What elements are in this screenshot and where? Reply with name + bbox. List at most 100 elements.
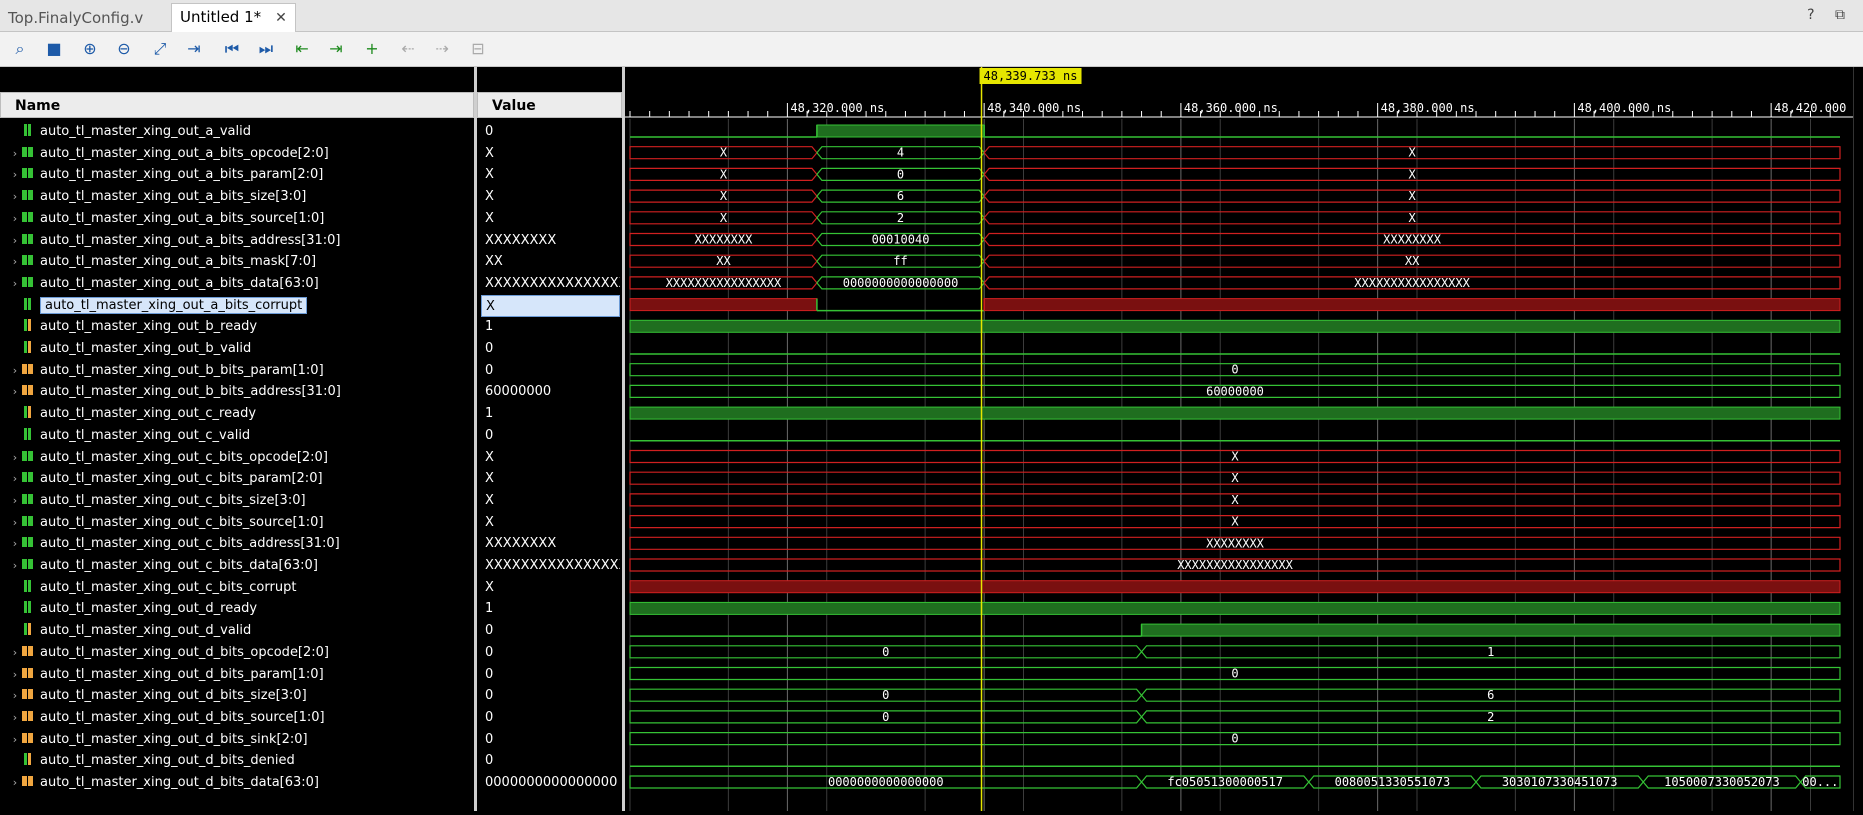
expand-chevron-icon[interactable]: ›: [12, 450, 18, 464]
signal-row[interactable]: auto_tl_master_xing_out_d_valid: [0, 620, 251, 642]
expand-chevron-icon[interactable]: ›: [12, 233, 18, 247]
signal-value[interactable]: XXXXXXXX: [485, 536, 557, 552]
add-marker-icon[interactable]: +: [365, 39, 379, 58]
zoom-fit-icon[interactable]: ⤢: [153, 39, 167, 58]
vertical-scrollbar[interactable]: [1853, 67, 1863, 811]
signal-value[interactable]: 0: [485, 709, 494, 725]
previous-transition-icon[interactable]: ⇤: [295, 39, 309, 58]
expand-chevron-icon[interactable]: ›: [12, 537, 18, 551]
signal-row[interactable]: › auto_tl_master_xing_out_c_bits_data[63:…: [0, 555, 318, 577]
signal-row[interactable]: › auto_tl_master_xing_out_c_bits_size[3:0…: [0, 490, 306, 512]
tab-untitled-1[interactable]: Untitled 1* ✕: [171, 3, 296, 32]
expand-chevron-icon[interactable]: ›: [12, 776, 18, 789]
window-controls[interactable]: ? ⧉: [1807, 7, 1853, 23]
expand-chevron-icon[interactable]: ›: [12, 493, 18, 507]
go-to-start-icon[interactable]: ⏮: [224, 39, 240, 58]
signal-value[interactable]: 0: [485, 753, 494, 769]
signal-value[interactable]: X: [485, 492, 494, 508]
expand-chevron-icon[interactable]: ›: [12, 667, 18, 681]
signal-row[interactable]: › auto_tl_master_xing_out_d_bits_opcode[2…: [0, 642, 329, 664]
waveform-canvas[interactable]: 48,320.000 ns 48,340.000 ns 48,360.000 ns 4…: [625, 67, 1863, 811]
expand-chevron-icon[interactable]: ›: [12, 689, 18, 703]
signal-row[interactable]: auto_tl_master_xing_out_c_bits_corrupt: [0, 577, 296, 599]
next-transition-icon[interactable]: ⇥: [329, 39, 343, 58]
signal-row[interactable]: › auto_tl_master_xing_out_d_bits_param[1:…: [0, 664, 324, 686]
signal-row[interactable]: › auto_tl_master_xing_out_d_bits_sink[2:0…: [0, 729, 308, 751]
expand-chevron-icon[interactable]: ›: [12, 515, 18, 529]
waveform-pane[interactable]: 48,320.000 ns 48,340.000 ns 48,360.000 ns 4…: [625, 67, 1863, 811]
signal-row[interactable]: › auto_tl_master_xing_out_c_bits_opcode[2…: [0, 447, 328, 469]
signal-row[interactable]: › auto_tl_master_xing_out_a_bits_mask[7:0…: [0, 251, 316, 273]
value-column-header[interactable]: Value: [477, 92, 622, 118]
signal-value[interactable]: XXXXXXXX: [485, 232, 557, 248]
signal-row[interactable]: auto_tl_master_xing_out_d_ready: [0, 598, 257, 620]
signal-value[interactable]: XXXXXXXXXXXXXXXX: [485, 275, 620, 291]
signal-value[interactable]: 0: [485, 341, 494, 356]
signal-value[interactable]: X: [485, 210, 494, 226]
signal-value[interactable]: X: [485, 167, 494, 183]
signal-row[interactable]: › auto_tl_master_xing_out_a_bits_size[3:0…: [0, 186, 307, 208]
signal-value[interactable]: 0: [485, 362, 494, 378]
signal-value[interactable]: 0: [485, 623, 494, 639]
expand-chevron-icon[interactable]: ›: [12, 385, 18, 399]
signal-value[interactable]: 0: [485, 731, 494, 747]
signal-value[interactable]: X: [485, 449, 494, 465]
expand-chevron-icon[interactable]: ›: [12, 255, 18, 269]
zoom-in-icon[interactable]: ⊕: [83, 39, 97, 58]
signal-value[interactable]: X: [485, 471, 494, 487]
signal-value[interactable]: 1: [485, 406, 494, 422]
go-to-end-icon[interactable]: ⏭: [258, 39, 274, 58]
expand-chevron-icon[interactable]: ›: [12, 190, 18, 204]
signal-row[interactable]: auto_tl_master_xing_out_d_bits_denied: [0, 750, 295, 772]
signal-value[interactable]: 1: [485, 601, 494, 617]
expand-chevron-icon[interactable]: ›: [12, 146, 18, 160]
signal-row[interactable]: › auto_tl_master_xing_out_c_bits_source[1…: [0, 512, 324, 534]
signal-row[interactable]: › auto_tl_master_xing_out_a_bits_data[63:…: [0, 273, 319, 295]
signal-row[interactable]: › auto_tl_master_xing_out_b_bits_param[1:…: [0, 360, 324, 382]
signal-row[interactable]: › auto_tl_master_xing_out_a_bits_address[…: [0, 230, 341, 252]
signal-row[interactable]: auto_tl_master_xing_out_c_ready: [0, 403, 256, 425]
signal-row[interactable]: auto_tl_master_xing_out_b_ready: [0, 316, 257, 338]
signal-value[interactable]: 0: [485, 427, 494, 443]
tab-top-finalyconfig[interactable]: Top.FinalyConfig.v: [0, 5, 151, 31]
signal-row[interactable]: auto_tl_master_xing_out_a_bits_corrupt: [0, 295, 308, 317]
signal-row[interactable]: auto_tl_master_xing_out_a_valid: [0, 121, 251, 143]
signal-row[interactable]: › auto_tl_master_xing_out_b_bits_address[…: [0, 381, 341, 403]
name-column-header[interactable]: Name: [0, 92, 474, 118]
signal-row[interactable]: auto_tl_master_xing_out_b_valid: [0, 338, 251, 360]
signal-row[interactable]: › auto_tl_master_xing_out_d_bits_data[63:…: [0, 772, 319, 794]
expand-chevron-icon[interactable]: ›: [12, 363, 18, 377]
zoom-out-icon[interactable]: ⊖: [117, 39, 131, 58]
signal-row[interactable]: › auto_tl_master_xing_out_d_bits_source[1…: [0, 707, 325, 729]
signal-value[interactable]: X: [485, 514, 494, 530]
expand-chevron-icon[interactable]: ›: [12, 559, 18, 572]
signal-row[interactable]: auto_tl_master_xing_out_c_valid: [0, 425, 250, 447]
signal-row[interactable]: › auto_tl_master_xing_out_a_bits_opcode[2…: [0, 143, 329, 165]
signal-value[interactable]: 0: [485, 124, 494, 139]
signal-value[interactable]: X: [485, 579, 494, 595]
expand-chevron-icon[interactable]: ›: [12, 645, 18, 659]
signal-row[interactable]: › auto_tl_master_xing_out_d_bits_size[3:0…: [0, 685, 307, 707]
signal-value[interactable]: 60000000: [485, 384, 552, 400]
pane-splitter[interactable]: [622, 67, 625, 811]
signal-value[interactable]: 0000000000000000: [485, 775, 618, 790]
expand-chevron-icon[interactable]: ›: [12, 168, 18, 182]
expand-chevron-icon[interactable]: ›: [12, 276, 18, 290]
signal-row[interactable]: › auto_tl_master_xing_out_c_bits_address[…: [0, 533, 340, 555]
expand-chevron-icon[interactable]: ›: [12, 732, 18, 746]
signal-value[interactable]: 0: [485, 688, 494, 704]
pane-splitter[interactable]: [474, 67, 477, 811]
signal-value[interactable]: X: [485, 145, 494, 161]
signal-row[interactable]: › auto_tl_master_xing_out_a_bits_source[1…: [0, 208, 325, 230]
signal-row[interactable]: › auto_tl_master_xing_out_a_bits_param[2:…: [0, 164, 324, 186]
signal-row[interactable]: › auto_tl_master_xing_out_c_bits_param[2:…: [0, 468, 323, 490]
signal-value[interactable]: XXXXXXXXXXXXXXXX: [485, 558, 620, 573]
signal-value[interactable]: X: [481, 294, 620, 317]
expand-chevron-icon[interactable]: ›: [12, 472, 18, 486]
expand-chevron-icon[interactable]: ›: [12, 710, 18, 724]
signal-value[interactable]: XX: [485, 254, 503, 270]
close-icon[interactable]: ✕: [275, 10, 287, 26]
save-icon[interactable]: ■: [46, 39, 62, 58]
search-icon[interactable]: ⌕: [15, 39, 25, 58]
signal-value[interactable]: 1: [485, 319, 494, 335]
